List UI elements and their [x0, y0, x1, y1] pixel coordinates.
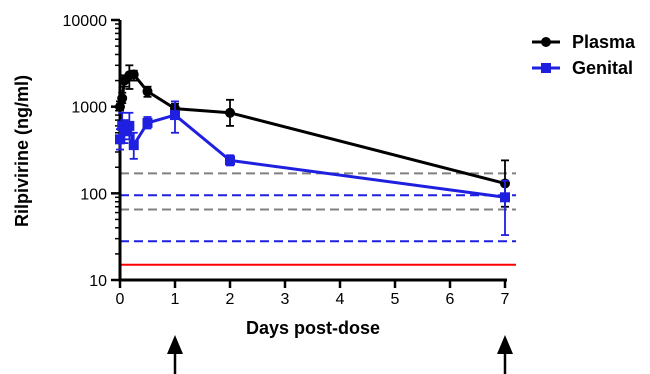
data-point — [115, 134, 125, 145]
y-tick-label: 10000 — [63, 13, 108, 30]
x-tick-label: 7 — [501, 291, 510, 308]
data-point — [128, 69, 139, 80]
data-point — [119, 126, 130, 137]
legend-label: Plasma — [572, 32, 636, 52]
arrow-annotation — [167, 335, 183, 374]
legend-marker — [541, 63, 551, 73]
y-tick-label: 100 — [80, 186, 107, 203]
data-point — [142, 86, 153, 97]
legend-marker — [541, 37, 551, 47]
x-tick-label: 4 — [336, 291, 345, 308]
y-axis-title: Rilpivirine (ng/ml) — [12, 75, 32, 227]
reference-lines — [120, 172, 516, 266]
y-tick-label: 1000 — [71, 100, 107, 117]
data-point — [225, 155, 235, 166]
legend-item-genital: Genital — [532, 58, 633, 78]
legend-item-plasma: Plasma — [532, 32, 636, 52]
data-point — [142, 117, 153, 128]
x-tick-label: 6 — [446, 291, 455, 308]
data-point — [500, 192, 510, 203]
data-point — [117, 93, 128, 104]
data-point — [225, 107, 235, 118]
x-tick-label: 5 — [391, 291, 400, 308]
x-axis-title: Days post-dose — [246, 318, 380, 338]
legend-label: Genital — [572, 58, 633, 78]
y-tick-label: 10 — [89, 273, 107, 290]
arrow-head — [497, 335, 513, 354]
series-line — [118, 113, 506, 199]
series-line — [118, 73, 506, 185]
data-point — [117, 120, 128, 131]
x-tick-label: 1 — [171, 291, 180, 308]
x-tick-label: 3 — [281, 291, 290, 308]
series-genital — [115, 100, 510, 236]
arrow-annotation — [497, 335, 513, 374]
data-point — [128, 140, 139, 151]
data-series — [115, 64, 510, 236]
x-axis-ticks: 0 1 2 3 4 5 6 7 — [116, 280, 510, 308]
series-plasma — [115, 64, 510, 208]
data-point — [124, 120, 135, 131]
data-point — [170, 110, 180, 121]
dose-arrows — [167, 335, 513, 374]
arrow-head — [167, 335, 183, 354]
x-tick-label: 2 — [226, 291, 235, 308]
data-point — [115, 101, 125, 112]
y-axis-ticks: 10 100 1000 10000 — [63, 13, 120, 290]
x-tick-label: 0 — [116, 291, 125, 308]
legend: Plasma Genital — [532, 32, 636, 78]
axes — [118, 20, 507, 282]
